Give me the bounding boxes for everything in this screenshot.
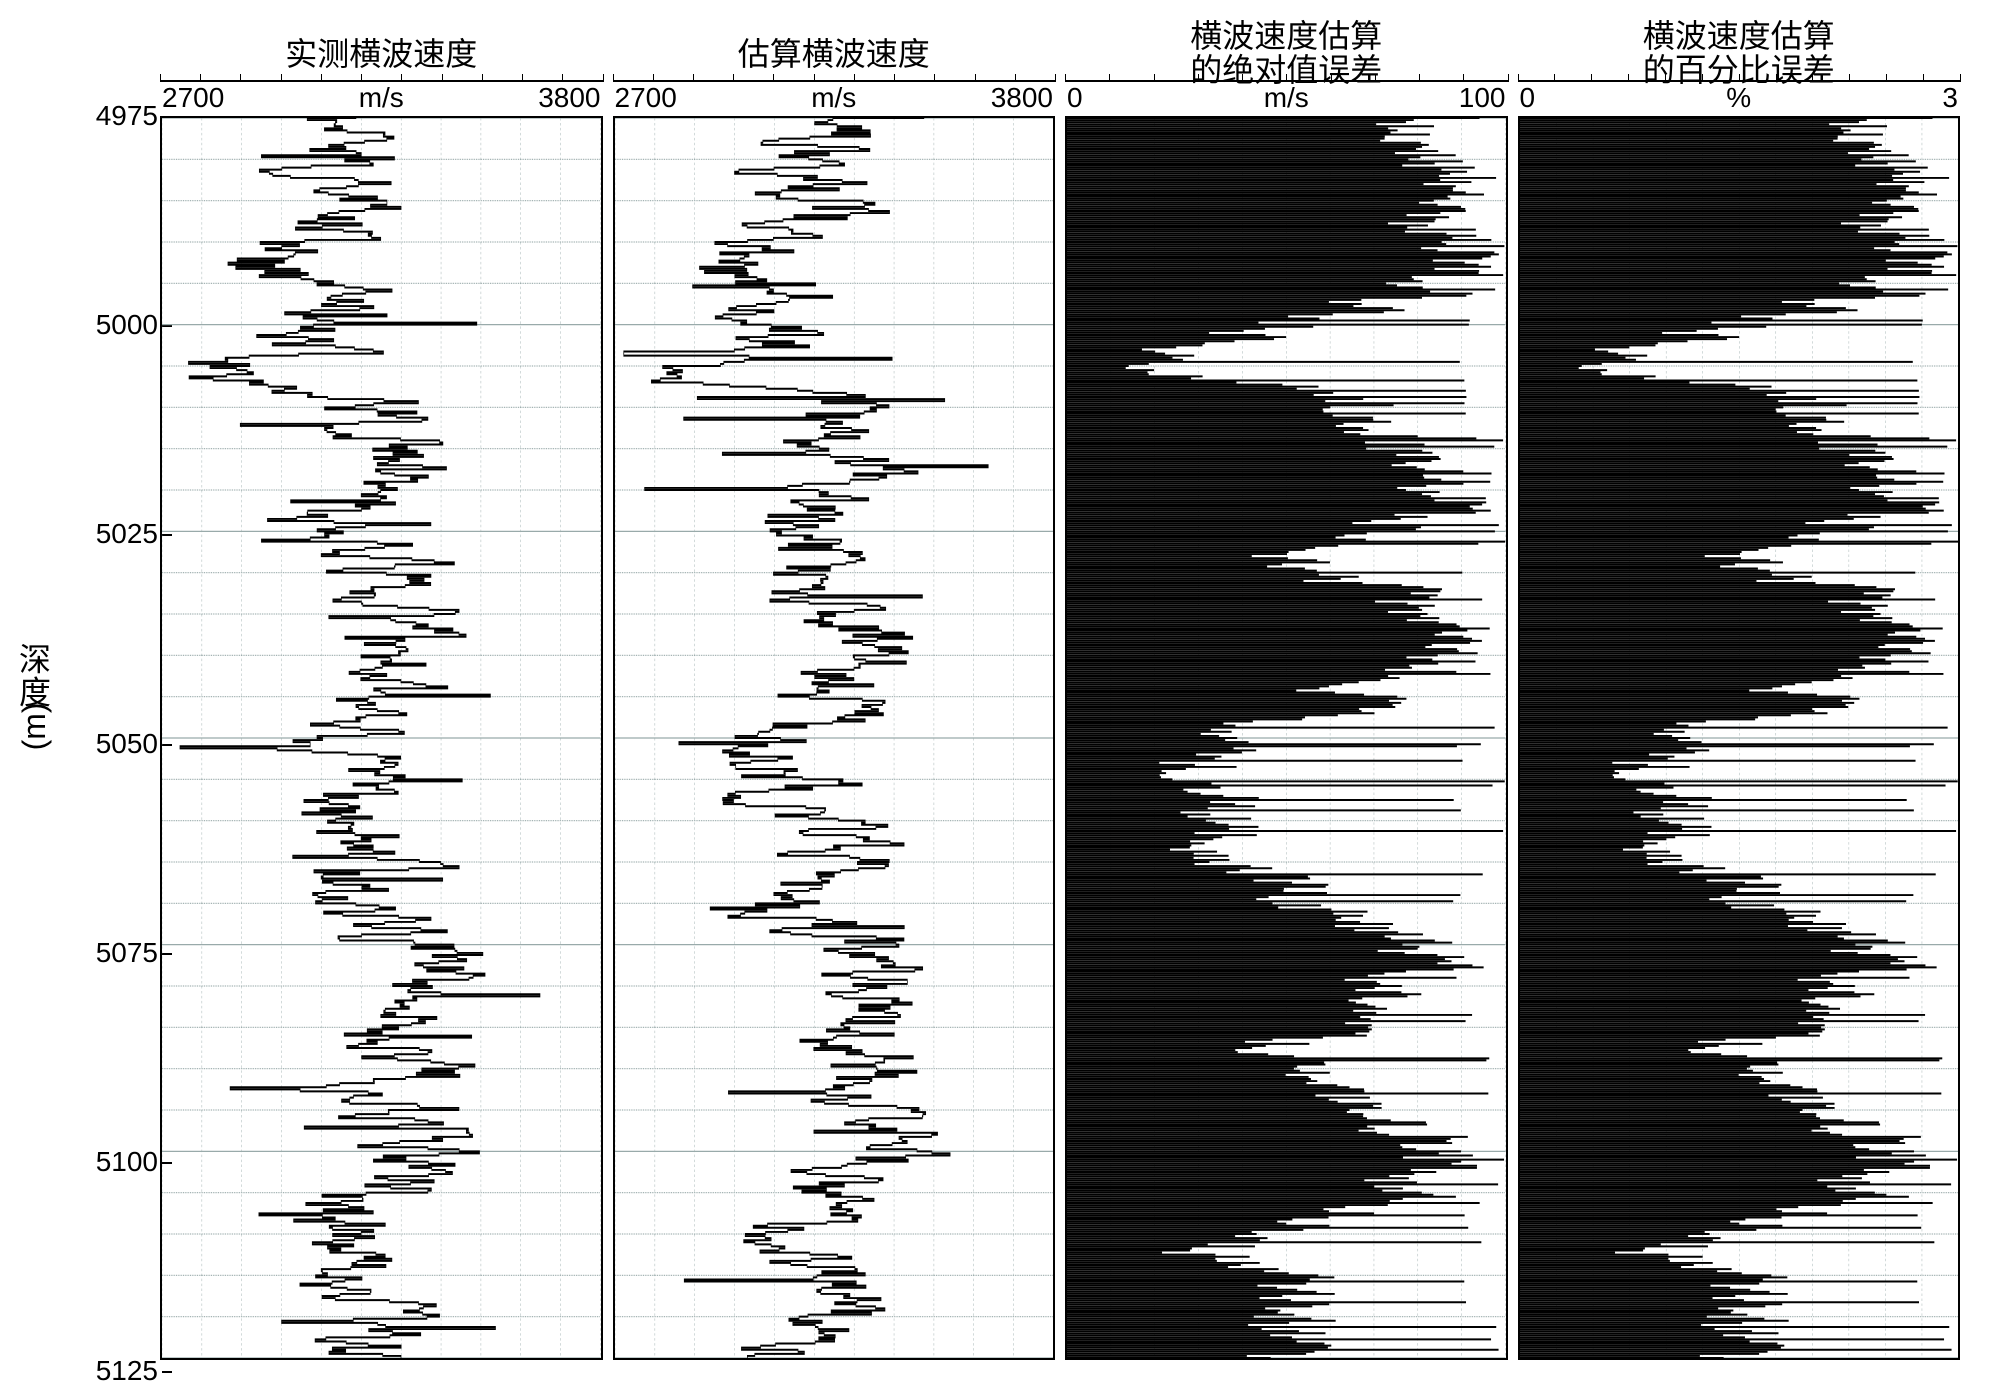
track-header: 实测横波速度 2700 m/s 3800 xyxy=(160,20,603,116)
track-estimated_vs: 估算横波速度 2700 m/s 3800 xyxy=(613,20,1056,1360)
depth-tick: 4975 xyxy=(96,100,158,132)
x-unit: m/s xyxy=(811,82,856,114)
well-log-figure: 深度 (m) 4975 5000 5025 5050 5075 5100 5125 实测横波… xyxy=(0,0,1997,1393)
track-pct_error: 横波速度估算的百分比误差0%3 xyxy=(1518,20,1961,1360)
depth-tick: 5000 xyxy=(96,309,158,341)
track-abs_error: 横波速度估算的绝对值误差0m/s100 xyxy=(1065,20,1508,1360)
tracks-container: 实测横波速度2700m/s3800估算横波速度2700m/s3800横波速度估算… xyxy=(160,20,1960,1360)
x-min: 0 xyxy=(1067,82,1083,114)
track-x-axis: 2700 m/s 3800 xyxy=(613,80,1056,116)
x-unit: m/s xyxy=(359,82,404,114)
x-unit: m/s xyxy=(1264,82,1309,114)
plot-svg xyxy=(1520,118,1959,1358)
depth-label-text: 深度 xyxy=(19,641,51,711)
x-max: 3800 xyxy=(991,82,1053,114)
x-min: 2700 xyxy=(162,82,224,114)
depth-tick: 5125 xyxy=(96,1355,158,1387)
x-min: 2700 xyxy=(615,82,677,114)
track-title: 估算横波速度 xyxy=(613,38,1056,72)
depth-tick: 5025 xyxy=(96,518,158,550)
track-title: 实测横波速度 xyxy=(160,38,603,72)
depth-tick: 5075 xyxy=(96,937,158,969)
depth-tick: 5100 xyxy=(96,1146,158,1178)
depth-tick-labels: 4975500050255050507551005125 xyxy=(70,116,158,1371)
track-plot xyxy=(160,116,603,1360)
track-measured_vs: 实测横波速度 2700 m/s 3800 xyxy=(160,20,603,1360)
track-plot xyxy=(1518,116,1961,1360)
depth-tick: 5050 xyxy=(96,728,158,760)
track-header: 横波速度估算的绝对值误差0m/s100 xyxy=(1065,20,1508,116)
track-plot xyxy=(613,116,1056,1360)
depth-label-unit: (m) xyxy=(18,716,52,750)
x-max: 3 xyxy=(1942,82,1958,114)
depth-axis-label: 深度 (m) xyxy=(18,643,52,750)
plot-svg xyxy=(1067,118,1506,1358)
track-plot xyxy=(1065,116,1508,1360)
x-unit: % xyxy=(1726,82,1751,114)
track-x-axis: 0% 3 xyxy=(1518,80,1961,116)
track-header: 估算横波速度 2700 m/s 3800 xyxy=(613,20,1056,116)
track-x-axis: 2700 m/s 3800 xyxy=(160,80,603,116)
plot-svg xyxy=(162,118,601,1358)
plot-svg xyxy=(615,118,1054,1358)
track-header: 横波速度估算的百分比误差0%3 xyxy=(1518,20,1961,116)
x-max: 100 xyxy=(1459,82,1506,114)
x-max: 3800 xyxy=(538,82,600,114)
x-min: 0 xyxy=(1520,82,1536,114)
track-x-axis: 0 m/s 100 xyxy=(1065,80,1508,116)
